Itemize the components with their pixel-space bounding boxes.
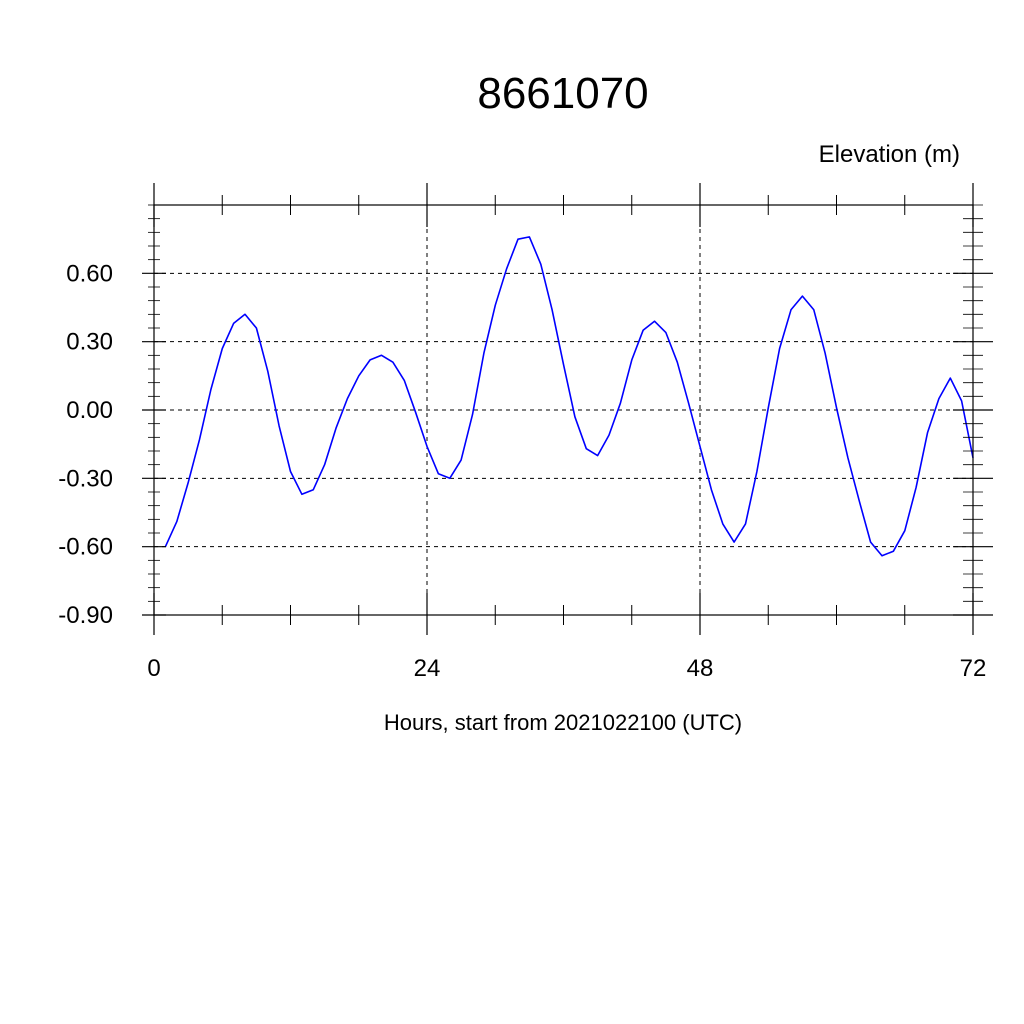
series-layer <box>164 236 974 557</box>
data-point <box>346 398 348 400</box>
data-point <box>221 348 223 350</box>
axes: 0 24 48 72 -0.90 -0.60 -0.30 0.00 0.30 0.60 <box>58 183 993 682</box>
data-point <box>517 238 519 240</box>
data-point <box>415 411 417 413</box>
data-point <box>688 402 690 404</box>
x-tick-label: 48 <box>687 655 714 682</box>
data-point <box>927 432 929 434</box>
data-point <box>369 359 371 361</box>
data-point <box>392 361 394 363</box>
data-point <box>176 521 178 523</box>
data-point <box>324 464 326 466</box>
data-point <box>870 541 872 543</box>
data-point <box>915 486 917 488</box>
data-point <box>563 363 565 365</box>
data-point <box>506 268 508 270</box>
x-tick-label: 24 <box>414 655 441 682</box>
data-point <box>642 329 644 331</box>
y-tick-label: 0.60 <box>66 260 113 287</box>
data-point <box>961 400 963 402</box>
data-point <box>574 416 576 418</box>
y-tick-label: -0.30 <box>58 465 113 492</box>
data-point <box>847 457 849 459</box>
x-tick-label: 0 <box>147 655 160 682</box>
data-point <box>699 445 701 447</box>
series-line <box>164 236 974 557</box>
data-point <box>665 332 667 334</box>
y-tick-label: 0.00 <box>66 397 113 424</box>
data-point <box>756 471 758 473</box>
x-tick-label: 72 <box>960 655 987 682</box>
y-axis-label: Elevation (m) <box>819 141 960 168</box>
data-point <box>779 348 781 350</box>
data-point <box>551 309 553 311</box>
data-point <box>631 359 633 361</box>
data-point <box>358 375 360 377</box>
data-point <box>210 389 212 391</box>
data-point <box>585 448 587 450</box>
data-point <box>949 377 951 379</box>
data-point <box>426 445 428 447</box>
data-point <box>904 530 906 532</box>
data-point <box>472 414 474 416</box>
data-point <box>460 459 462 461</box>
x-axis-label: Hours, start from 2021022100 (UTC) <box>384 710 742 735</box>
data-point <box>745 523 747 525</box>
data-point <box>403 379 405 381</box>
data-point <box>597 455 599 457</box>
data-point <box>767 407 769 409</box>
data-point <box>187 482 189 484</box>
data-point <box>381 354 383 356</box>
data-point <box>278 425 280 427</box>
data-point <box>312 489 314 491</box>
data-point <box>335 427 337 429</box>
data-point <box>233 322 235 324</box>
grid <box>154 205 973 616</box>
data-point <box>813 309 815 311</box>
data-point <box>540 263 542 265</box>
data-point <box>494 304 496 306</box>
data-point <box>836 407 838 409</box>
data-point <box>938 398 940 400</box>
data-point <box>528 236 530 238</box>
data-point <box>654 320 656 322</box>
data-point <box>892 550 894 552</box>
data-point <box>619 402 621 404</box>
chart-title: 8661070 <box>477 69 648 118</box>
data-point <box>301 493 303 495</box>
data-point <box>255 327 257 329</box>
data-point <box>449 477 451 479</box>
y-tick-label: -0.60 <box>58 534 113 561</box>
data-point <box>267 370 269 372</box>
y-tick-label: 0.30 <box>66 329 113 356</box>
data-point <box>790 309 792 311</box>
data-point <box>722 523 724 525</box>
data-point <box>437 473 439 475</box>
data-point <box>199 439 201 441</box>
data-point <box>733 541 735 543</box>
data-point <box>801 295 803 297</box>
data-point <box>710 489 712 491</box>
data-point <box>858 500 860 502</box>
data-point <box>483 352 485 354</box>
data-point <box>608 434 610 436</box>
data-point <box>244 313 246 315</box>
data-point <box>290 471 292 473</box>
data-point <box>881 555 883 557</box>
data-point <box>676 361 678 363</box>
data-point <box>824 352 826 354</box>
y-tick-label: -0.90 <box>58 602 113 629</box>
